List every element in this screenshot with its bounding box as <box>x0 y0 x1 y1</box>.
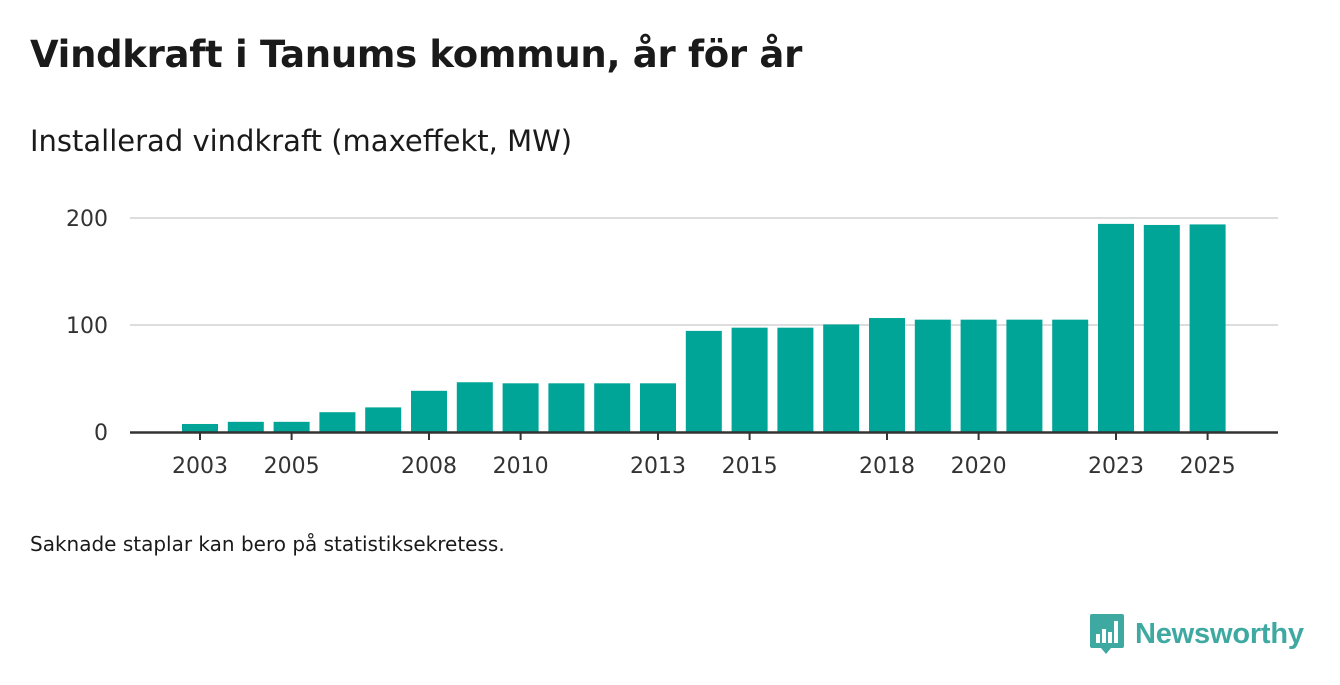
x-tick-label-2010: 2010 <box>493 454 549 479</box>
x-tick-label-2018: 2018 <box>859 454 915 479</box>
y-tick-label-0: 0 <box>94 421 108 446</box>
y-tick-label-200: 200 <box>66 207 108 232</box>
x-tick-label-2023: 2023 <box>1088 454 1144 479</box>
brand-logo[interactable]: Newsworthy <box>1089 612 1304 656</box>
x-tick-label-2025: 2025 <box>1180 454 1236 479</box>
chart-subtitle: Installerad vindkraft (maxeffekt, MW) <box>30 124 573 158</box>
bar-2019 <box>914 319 951 432</box>
bar-2004 <box>227 421 264 432</box>
brand-name: Newsworthy <box>1135 617 1304 650</box>
y-tick-label-100: 100 <box>66 314 108 339</box>
bar-2020 <box>960 319 997 432</box>
bar-2021 <box>1006 319 1043 432</box>
bar-2018 <box>869 318 905 432</box>
bar-2010 <box>502 383 539 432</box>
bar-2006 <box>319 412 356 432</box>
bar-2023 <box>1098 223 1134 432</box>
bar-2011 <box>548 383 585 432</box>
bar-chart: 0 100 200 2003 2005 2008 2010 2013 2015 2018 2020 2… <box>66 207 1278 479</box>
x-tick-label-2013: 2013 <box>630 454 686 479</box>
bar-2016 <box>777 327 814 432</box>
x-tick-label-2005: 2005 <box>264 454 320 479</box>
bar-2013 <box>640 383 676 432</box>
tick-labels: 0 100 200 2003 2005 2008 2010 2013 2015 2018 2020 2… <box>66 207 1236 479</box>
x-tick-label-2015: 2015 <box>722 454 778 479</box>
bar-2022 <box>1052 319 1089 432</box>
bars <box>182 223 1226 432</box>
bar-2012 <box>594 383 631 432</box>
bar-2025 <box>1189 224 1226 432</box>
x-tick-label-2020: 2020 <box>951 454 1007 479</box>
footnote: Saknade staplar kan bero på statistiksek… <box>30 532 505 556</box>
newsworthy-logo-icon <box>1090 614 1124 654</box>
bar-2005 <box>273 421 310 432</box>
bar-2015 <box>731 327 768 432</box>
bar-2008 <box>411 390 447 432</box>
bar-2017 <box>823 324 860 432</box>
bar-2007 <box>365 407 402 432</box>
x-tick-label-2003: 2003 <box>172 454 228 479</box>
bar-2024 <box>1143 224 1180 432</box>
chart-title: Vindkraft i Tanums kommun, år för år <box>30 33 803 76</box>
axes <box>130 431 1278 440</box>
bar-2003 <box>182 423 218 432</box>
x-tick-label-2008: 2008 <box>401 454 457 479</box>
bar-2009 <box>456 382 493 432</box>
bar-2014 <box>685 330 722 432</box>
